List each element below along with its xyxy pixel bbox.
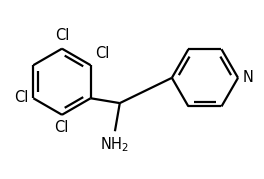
Text: Cl: Cl (55, 28, 69, 43)
Text: Cl: Cl (95, 46, 109, 61)
Text: Cl: Cl (14, 90, 29, 105)
Text: NH$_2$: NH$_2$ (100, 135, 129, 154)
Text: Cl: Cl (54, 120, 68, 135)
Text: N: N (242, 70, 253, 85)
